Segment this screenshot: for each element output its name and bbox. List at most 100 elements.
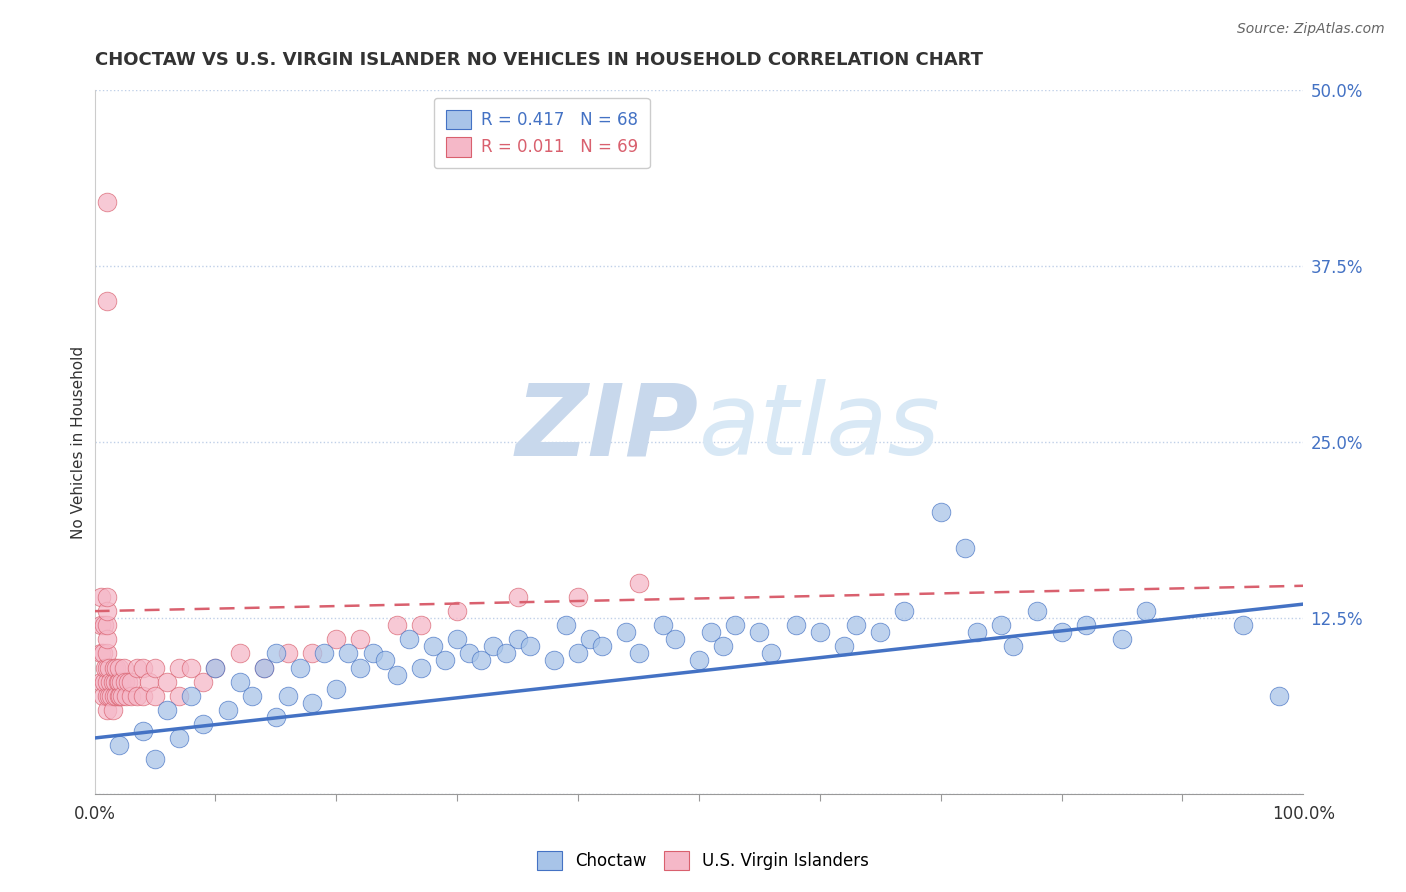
Point [93,618,115,632]
Point [100,689,122,703]
Point [96,632,118,647]
Point [90,647,112,661]
Point [616,625,638,640]
Point [579,632,602,647]
Point [761,647,783,661]
Point [519,640,541,654]
Point [107,738,129,752]
Point [627,647,650,661]
Point [115,689,138,703]
Point [117,674,139,689]
Legend: Choctaw, U.S. Virgin Islanders: Choctaw, U.S. Virgin Islanders [530,844,876,877]
Point [409,618,432,632]
Point [1268,689,1291,703]
Point [470,653,492,667]
Point [143,689,166,703]
Point [112,660,135,674]
Point [966,625,988,640]
Point [361,647,384,661]
Point [90,618,112,632]
Point [543,653,565,667]
Text: atlas: atlas [699,379,941,476]
Point [664,632,686,647]
Point [314,647,336,661]
Point [555,618,578,632]
Point [688,653,710,667]
Point [458,647,481,661]
Point [180,660,202,674]
Text: Source: ZipAtlas.com: Source: ZipAtlas.com [1237,22,1385,37]
Point [385,667,408,681]
Point [240,689,263,703]
Point [893,604,915,618]
Point [1111,632,1133,647]
Point [98,689,121,703]
Point [105,660,128,674]
Point [193,717,215,731]
Point [385,618,408,632]
Point [1050,625,1073,640]
Point [567,647,589,661]
Text: ZIP: ZIP [516,379,699,476]
Point [98,674,121,689]
Point [990,618,1012,632]
Point [107,660,129,674]
Point [90,674,112,689]
Point [132,660,155,674]
Point [700,625,723,640]
Point [1135,604,1157,618]
Point [96,294,118,309]
Point [143,752,166,766]
Point [90,590,112,604]
Point [651,618,673,632]
Point [506,632,529,647]
Point [101,674,124,689]
Point [167,689,190,703]
Point [101,703,124,717]
Point [953,541,976,555]
Point [1002,640,1025,654]
Point [114,674,136,689]
Point [107,689,129,703]
Point [193,674,215,689]
Point [325,632,347,647]
Point [567,590,589,604]
Point [108,689,131,703]
Point [1026,604,1049,618]
Point [96,660,118,674]
Point [120,674,142,689]
Point [506,590,529,604]
Point [96,674,118,689]
Point [96,590,118,604]
Point [446,632,468,647]
Point [374,653,396,667]
Point [91,689,114,703]
Point [96,689,118,703]
Point [748,625,770,640]
Point [832,640,855,654]
Point [591,640,613,654]
Point [132,689,155,703]
Y-axis label: No Vehicles in Household: No Vehicles in Household [72,345,86,539]
Point [156,703,179,717]
Point [711,640,734,654]
Point [110,674,132,689]
Point [627,576,650,591]
Point [143,660,166,674]
Text: CHOCTAW VS U.S. VIRGIN ISLANDER NO VEHICLES IN HOUSEHOLD CORRELATION CHART: CHOCTAW VS U.S. VIRGIN ISLANDER NO VEHIC… [94,51,983,69]
Point [228,647,250,661]
Point [104,674,127,689]
Point [1074,618,1097,632]
Point [217,703,239,717]
Point [869,625,891,640]
Point [103,660,125,674]
Point [277,647,299,661]
Point [422,640,444,654]
Point [929,506,952,520]
Point [167,731,190,745]
Point [1232,618,1254,632]
Point [103,689,125,703]
Point [111,689,134,703]
Point [228,674,250,689]
Point [180,689,202,703]
